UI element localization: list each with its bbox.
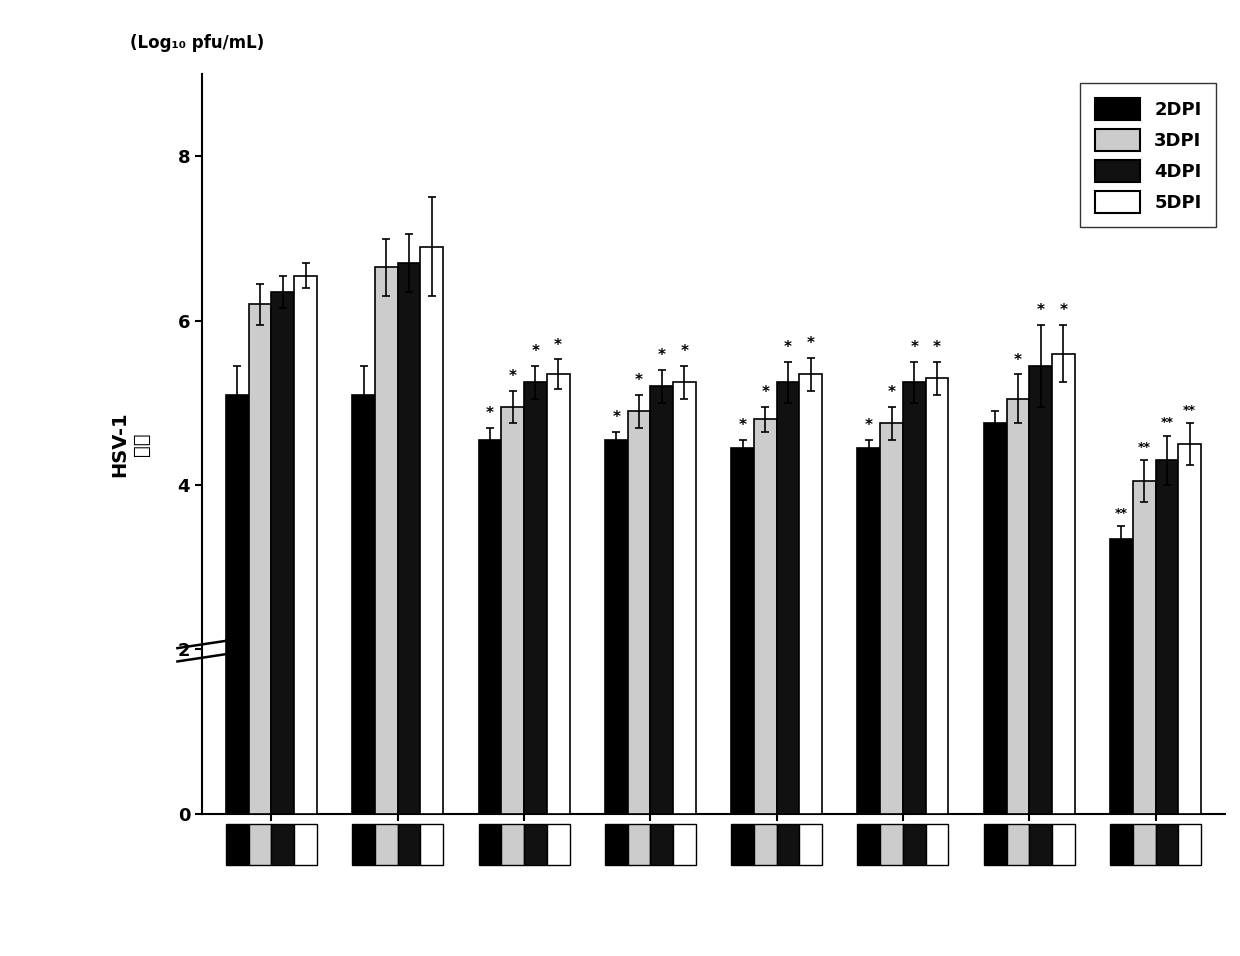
Bar xyxy=(1133,824,1156,865)
Bar xyxy=(420,824,443,865)
Text: (Log₁₀ pfu/mL): (Log₁₀ pfu/mL) xyxy=(130,34,264,52)
Bar xyxy=(926,379,949,814)
Bar xyxy=(800,824,822,865)
Text: *: * xyxy=(761,385,769,401)
Text: **: ** xyxy=(1183,403,1197,417)
Bar xyxy=(272,824,294,865)
Bar xyxy=(1156,824,1178,865)
Text: *: * xyxy=(739,419,746,433)
Bar xyxy=(776,382,800,814)
Text: *: * xyxy=(508,369,517,384)
Bar xyxy=(858,448,880,814)
Bar xyxy=(1156,461,1178,814)
Bar xyxy=(754,420,776,814)
Text: *: * xyxy=(784,340,792,356)
Bar xyxy=(501,824,525,865)
Bar xyxy=(673,382,696,814)
Text: *: * xyxy=(554,337,562,353)
Bar xyxy=(501,407,525,814)
Bar xyxy=(673,824,696,865)
Bar xyxy=(272,292,294,814)
Bar xyxy=(983,824,1007,865)
Bar xyxy=(249,824,272,865)
Bar xyxy=(880,824,903,865)
Text: *: * xyxy=(681,344,688,359)
Bar xyxy=(926,824,949,865)
Text: *: * xyxy=(864,419,873,433)
Bar xyxy=(420,247,443,814)
Bar xyxy=(800,374,822,814)
Text: *: * xyxy=(807,337,815,351)
Bar xyxy=(479,824,501,865)
Bar xyxy=(1007,824,1029,865)
Bar xyxy=(880,424,903,814)
Text: *: * xyxy=(635,373,644,388)
Bar xyxy=(547,374,569,814)
Bar xyxy=(1052,824,1075,865)
Bar xyxy=(903,382,926,814)
Bar xyxy=(226,824,249,865)
Bar xyxy=(605,824,627,865)
Bar xyxy=(1178,444,1202,814)
Bar xyxy=(1007,399,1029,814)
Bar xyxy=(1052,354,1075,814)
Bar xyxy=(294,824,317,865)
Bar xyxy=(1110,538,1133,814)
Bar xyxy=(776,824,800,865)
Bar xyxy=(627,824,650,865)
Bar xyxy=(226,395,249,814)
Text: *: * xyxy=(910,340,919,356)
Text: *: * xyxy=(932,340,941,356)
Bar xyxy=(1178,824,1202,865)
Text: *: * xyxy=(1059,303,1068,318)
Bar xyxy=(858,824,880,865)
Text: *: * xyxy=(486,406,494,421)
Bar xyxy=(732,448,754,814)
Bar xyxy=(732,824,754,865)
Bar xyxy=(1029,824,1052,865)
Text: *: * xyxy=(657,349,666,363)
Bar xyxy=(650,824,673,865)
Text: **: ** xyxy=(1161,416,1173,429)
Bar xyxy=(374,824,398,865)
Bar xyxy=(605,440,627,814)
Bar xyxy=(398,263,420,814)
Bar xyxy=(294,275,317,814)
Bar xyxy=(479,440,501,814)
Bar xyxy=(525,824,547,865)
Bar xyxy=(547,824,569,865)
Bar xyxy=(398,824,420,865)
Bar xyxy=(650,386,673,814)
Bar xyxy=(525,382,547,814)
Bar xyxy=(1133,481,1156,814)
Bar xyxy=(249,304,272,814)
Text: HSV-1
满度: HSV-1 满度 xyxy=(110,411,151,477)
Legend: 2DPI, 3DPI, 4DPI, 5DPI: 2DPI, 3DPI, 4DPI, 5DPI xyxy=(1080,83,1216,228)
Bar xyxy=(754,824,776,865)
Bar xyxy=(1110,824,1133,865)
Bar xyxy=(374,268,398,814)
Bar xyxy=(903,824,926,865)
Text: **: ** xyxy=(1115,507,1128,520)
Bar xyxy=(352,824,374,865)
Text: *: * xyxy=(1014,353,1022,367)
Bar xyxy=(1029,366,1052,814)
Text: **: ** xyxy=(1137,441,1151,454)
Bar xyxy=(627,411,650,814)
Text: *: * xyxy=(1037,303,1044,318)
Bar xyxy=(983,424,1007,814)
Text: *: * xyxy=(888,385,895,401)
Text: *: * xyxy=(613,410,620,425)
Bar xyxy=(352,395,374,814)
Text: *: * xyxy=(532,344,539,359)
